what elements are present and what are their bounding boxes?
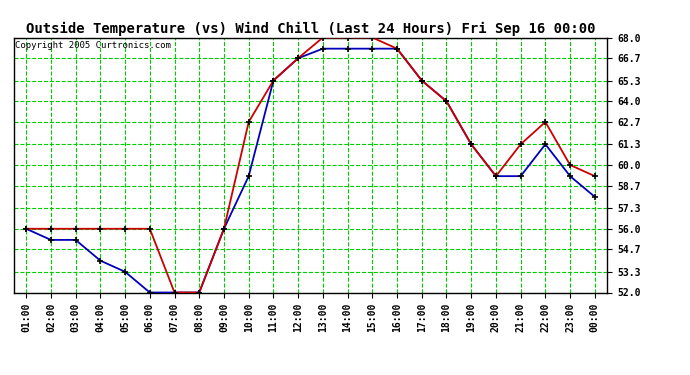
Text: Copyright 2005 Curtronics.com: Copyright 2005 Curtronics.com xyxy=(15,41,171,50)
Title: Outside Temperature (vs) Wind Chill (Last 24 Hours) Fri Sep 16 00:00: Outside Temperature (vs) Wind Chill (Las… xyxy=(26,22,595,36)
